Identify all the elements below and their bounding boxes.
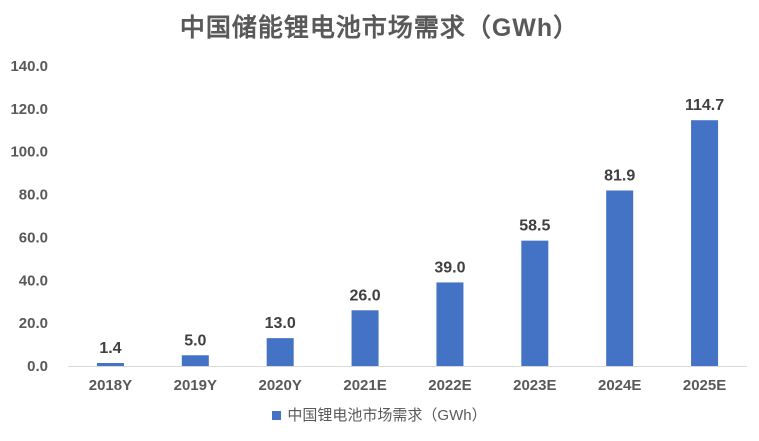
bar	[266, 338, 294, 366]
y-tick-label: 20.0	[19, 315, 48, 332]
bar	[521, 240, 549, 366]
data-label: 13.0	[265, 315, 296, 332]
y-tick-label: 100.0	[10, 144, 48, 161]
data-label: 39.0	[434, 259, 465, 276]
y-axis-ticks: 0.0 20.0 40.0 60.0 80.0 100.0 120.0 140.0	[10, 58, 48, 375]
x-tick-label: 2022E	[428, 377, 471, 394]
legend-swatch	[272, 410, 282, 420]
bar	[606, 190, 634, 366]
bar	[691, 120, 719, 366]
data-label: 5.0	[184, 332, 206, 349]
bar	[96, 363, 124, 366]
data-labels: 1.4 5.0 13.0 26.0 39.0 58.5 81.9 114.7	[99, 97, 724, 357]
y-tick-label: 120.0	[10, 101, 48, 118]
x-tick-label: 2018Y	[89, 377, 132, 394]
y-tick-label: 40.0	[19, 272, 48, 289]
bar	[436, 282, 464, 366]
data-label: 114.7	[685, 97, 724, 114]
x-tick-label: 2023E	[513, 377, 556, 394]
x-axis-ticks: 2018Y 2019Y 2020Y 2021E 2022E 2023E 2024E 2025E	[89, 377, 727, 394]
bar	[351, 310, 379, 366]
x-tick-label: 2024E	[598, 377, 641, 394]
data-label: 81.9	[604, 168, 635, 185]
chart-title: 中国储能锂电池市场需求（GWh）	[179, 14, 580, 42]
bars	[96, 120, 719, 366]
x-tick-label: 2021E	[343, 377, 386, 394]
y-tick-label: 60.0	[19, 229, 48, 246]
data-label: 1.4	[99, 340, 121, 357]
y-tick-label: 0.0	[27, 358, 48, 375]
legend: 中国锂电池市场需求（GWh）	[0, 404, 759, 425]
data-label: 26.0	[349, 287, 380, 304]
bar	[181, 355, 209, 366]
data-label: 58.5	[519, 218, 550, 235]
y-tick-label: 80.0	[19, 187, 48, 204]
legend-label: 中国锂电池市场需求（GWh）	[287, 407, 487, 424]
x-tick-label: 2020Y	[259, 377, 302, 394]
x-tick-label: 2019Y	[174, 377, 217, 394]
x-tick-label: 2025E	[683, 377, 726, 394]
y-tick-label: 140.0	[10, 58, 48, 75]
